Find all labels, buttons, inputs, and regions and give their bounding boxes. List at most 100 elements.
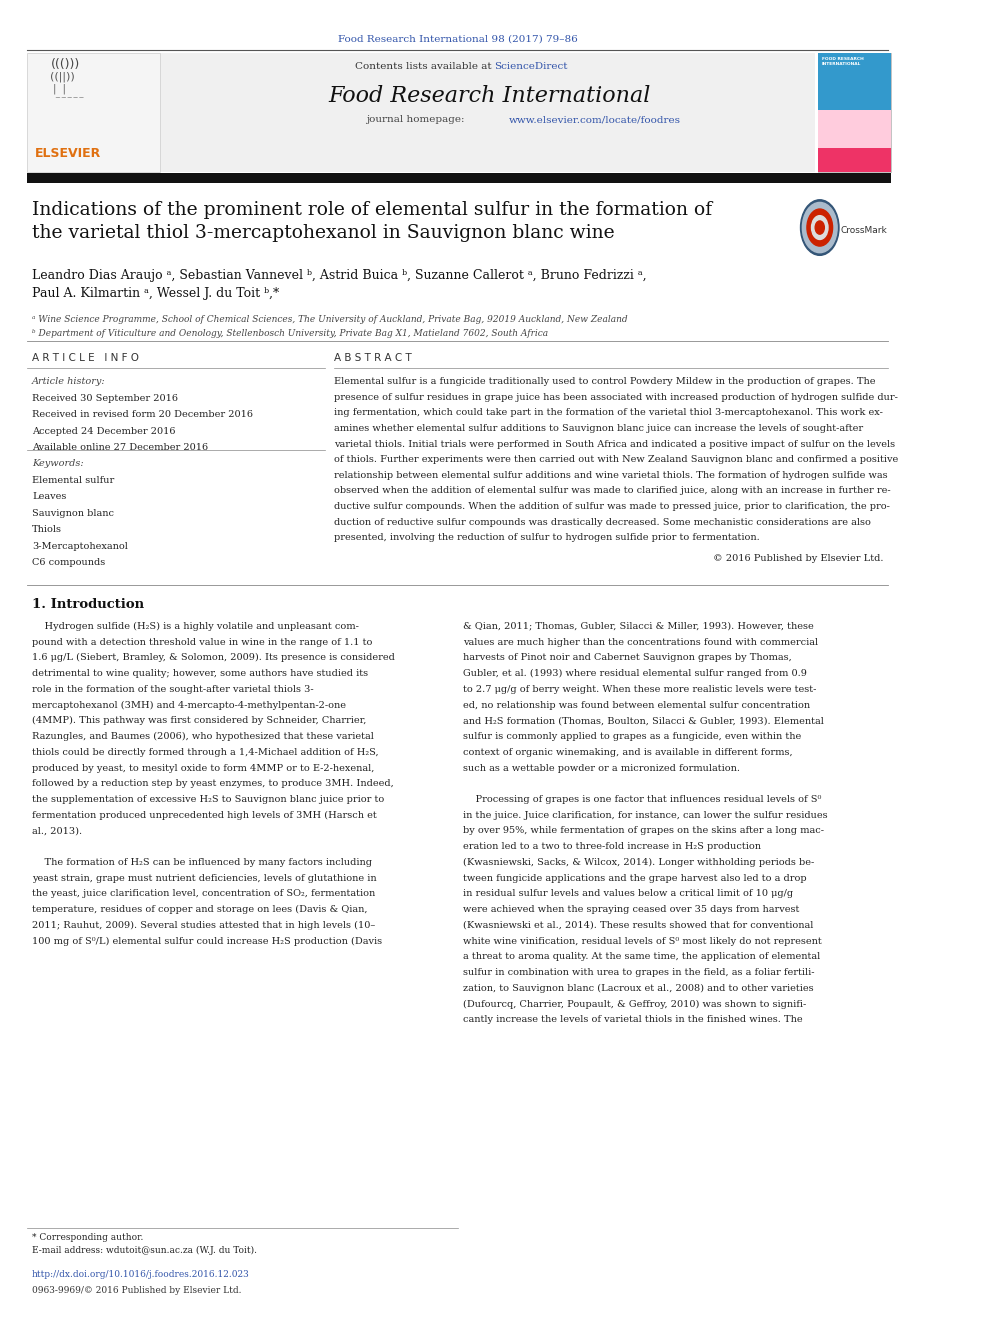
Text: 3-Mercaptohexanol: 3-Mercaptohexanol bbox=[32, 542, 128, 550]
Text: ing fermentation, which could take part in the formation of the varietal thiol 3: ing fermentation, which could take part … bbox=[334, 409, 883, 417]
Text: a threat to aroma quality. At the same time, the application of elemental: a threat to aroma quality. At the same t… bbox=[462, 953, 819, 962]
Text: & Qian, 2011; Thomas, Gubler, Silacci & Miller, 1993). However, these: & Qian, 2011; Thomas, Gubler, Silacci & … bbox=[462, 622, 813, 631]
FancyBboxPatch shape bbox=[818, 53, 891, 110]
Text: presented, involving the reduction of sulfur to hydrogen sulfide prior to fermen: presented, involving the reduction of su… bbox=[334, 533, 760, 542]
Text: Hydrogen sulfide (H₂S) is a highly volatile and unpleasant com-: Hydrogen sulfide (H₂S) is a highly volat… bbox=[32, 622, 359, 631]
FancyBboxPatch shape bbox=[818, 110, 891, 148]
Text: context of organic winemaking, and is available in different forms,: context of organic winemaking, and is av… bbox=[462, 747, 793, 757]
FancyBboxPatch shape bbox=[818, 148, 891, 172]
Text: pound with a detection threshold value in wine in the range of 1.1 to: pound with a detection threshold value i… bbox=[32, 638, 372, 647]
Text: values are much higher than the concentrations found with commercial: values are much higher than the concentr… bbox=[462, 638, 817, 647]
Text: such as a wettable powder or a micronized formulation.: such as a wettable powder or a micronize… bbox=[462, 763, 740, 773]
Text: Accepted 24 December 2016: Accepted 24 December 2016 bbox=[32, 426, 176, 435]
Text: (4MMP). This pathway was first considered by Schneider, Charrier,: (4MMP). This pathway was first considere… bbox=[32, 716, 366, 725]
Text: and H₂S formation (Thomas, Boulton, Silacci & Gubler, 1993). Elemental: and H₂S formation (Thomas, Boulton, Sila… bbox=[462, 716, 823, 725]
Text: amines whether elemental sulfur additions to Sauvignon blanc juice can increase : amines whether elemental sulfur addition… bbox=[334, 423, 863, 433]
Text: FOOD RESEARCH
INTERNATIONAL: FOOD RESEARCH INTERNATIONAL bbox=[821, 57, 863, 66]
Text: A R T I C L E   I N F O: A R T I C L E I N F O bbox=[32, 353, 139, 364]
Text: the supplementation of excessive H₂S to Sauvignon blanc juice prior to: the supplementation of excessive H₂S to … bbox=[32, 795, 384, 804]
Text: Gubler, et al. (1993) where residual elemental sulfur ranged from 0.9: Gubler, et al. (1993) where residual ele… bbox=[462, 669, 806, 679]
Text: ELSEVIER: ELSEVIER bbox=[35, 147, 101, 160]
Text: cantly increase the levels of varietal thiols in the finished wines. The: cantly increase the levels of varietal t… bbox=[462, 1016, 803, 1024]
Text: tween fungicide applications and the grape harvest also led to a drop: tween fungicide applications and the gra… bbox=[462, 873, 806, 882]
Text: Processing of grapes is one factor that influences residual levels of S⁰: Processing of grapes is one factor that … bbox=[462, 795, 821, 804]
FancyBboxPatch shape bbox=[818, 53, 891, 172]
Text: temperature, residues of copper and storage on lees (Davis & Qian,: temperature, residues of copper and stor… bbox=[32, 905, 368, 914]
FancyBboxPatch shape bbox=[161, 53, 815, 172]
Text: the yeast, juice clarification level, concentration of SO₂, fermentation: the yeast, juice clarification level, co… bbox=[32, 889, 375, 898]
Text: Sauvignon blanc: Sauvignon blanc bbox=[32, 508, 114, 517]
Text: in the juice. Juice clarification, for instance, can lower the sulfur residues: in the juice. Juice clarification, for i… bbox=[462, 811, 827, 820]
FancyBboxPatch shape bbox=[28, 173, 891, 183]
Text: yeast strain, grape must nutrient deficiencies, levels of glutathione in: yeast strain, grape must nutrient defici… bbox=[32, 873, 377, 882]
Text: 0963-9969/© 2016 Published by Elsevier Ltd.: 0963-9969/© 2016 Published by Elsevier L… bbox=[32, 1286, 242, 1295]
Text: ed, no relationship was found between elemental sulfur concentration: ed, no relationship was found between el… bbox=[462, 701, 809, 709]
Text: observed when the addition of elemental sulfur was made to clarified juice, alon: observed when the addition of elemental … bbox=[334, 487, 891, 495]
Text: followed by a reduction step by yeast enzymes, to produce 3MH. Indeed,: followed by a reduction step by yeast en… bbox=[32, 779, 394, 789]
Text: Leandro Dias Araujo ᵃ, Sebastian Vannevel ᵇ, Astrid Buica ᵇ, Suzanne Callerot ᵃ,: Leandro Dias Araujo ᵃ, Sebastian Vanneve… bbox=[32, 269, 647, 299]
Text: ᵃ Wine Science Programme, School of Chemical Sciences, The University of Aucklan: ᵃ Wine Science Programme, School of Chem… bbox=[32, 315, 628, 324]
Text: presence of sulfur residues in grape juice has been associated with increased pr: presence of sulfur residues in grape jui… bbox=[334, 393, 898, 402]
Text: Received 30 September 2016: Received 30 September 2016 bbox=[32, 394, 178, 402]
Circle shape bbox=[803, 202, 837, 253]
Text: fermentation produced unprecedented high levels of 3MH (Harsch et: fermentation produced unprecedented high… bbox=[32, 811, 377, 820]
Text: www.elsevier.com/locate/foodres: www.elsevier.com/locate/foodres bbox=[508, 115, 681, 124]
Text: varietal thiols. Initial trials were performed in South Africa and indicated a p: varietal thiols. Initial trials were per… bbox=[334, 439, 896, 448]
Text: by over 95%, while fermentation of grapes on the skins after a long mac-: by over 95%, while fermentation of grape… bbox=[462, 827, 823, 836]
Text: Thiols: Thiols bbox=[32, 525, 62, 534]
Text: ((||)): ((||)) bbox=[51, 71, 75, 82]
Text: Received in revised form 20 December 2016: Received in revised form 20 December 201… bbox=[32, 410, 253, 419]
Text: Elemental sulfur is a fungicide traditionally used to control Powdery Mildew in : Elemental sulfur is a fungicide traditio… bbox=[334, 377, 876, 386]
Text: ScienceDirect: ScienceDirect bbox=[495, 62, 568, 71]
Text: white wine vinification, residual levels of S⁰ most likely do not represent: white wine vinification, residual levels… bbox=[462, 937, 821, 946]
Text: Available online 27 December 2016: Available online 27 December 2016 bbox=[32, 443, 208, 452]
Text: thiols could be directly formed through a 1,4-Michael addition of H₂S,: thiols could be directly formed through … bbox=[32, 747, 379, 757]
Text: Food Research International: Food Research International bbox=[328, 85, 651, 107]
Text: CrossMark: CrossMark bbox=[841, 226, 888, 234]
Text: to 2.7 μg/g of berry weight. When these more realistic levels were test-: to 2.7 μg/g of berry weight. When these … bbox=[462, 685, 816, 693]
Circle shape bbox=[815, 221, 824, 234]
Text: produced by yeast, to mesityl oxide to form 4MMP or to E-2-hexenal,: produced by yeast, to mesityl oxide to f… bbox=[32, 763, 374, 773]
Text: 1.6 μg/L (Siebert, Bramley, & Solomon, 2009). Its presence is considered: 1.6 μg/L (Siebert, Bramley, & Solomon, 2… bbox=[32, 654, 395, 663]
Text: of thiols. Further experiments were then carried out with New Zealand Sauvignon : of thiols. Further experiments were then… bbox=[334, 455, 899, 464]
Text: (Kwasniewski, Sacks, & Wilcox, 2014). Longer withholding periods be-: (Kwasniewski, Sacks, & Wilcox, 2014). Lo… bbox=[462, 857, 813, 867]
Text: Razungles, and Baumes (2006), who hypothesized that these varietal: Razungles, and Baumes (2006), who hypoth… bbox=[32, 732, 374, 741]
Text: al., 2013).: al., 2013). bbox=[32, 827, 82, 836]
Text: zation, to Sauvignon blanc (Lacroux et al., 2008) and to other varieties: zation, to Sauvignon blanc (Lacroux et a… bbox=[462, 984, 813, 994]
Text: Indications of the prominent role of elemental sulfur in the formation of
the va: Indications of the prominent role of ele… bbox=[32, 201, 712, 242]
Text: role in the formation of the sought-after varietal thiols 3-: role in the formation of the sought-afte… bbox=[32, 685, 313, 693]
Text: 100 mg of S⁰/L) elemental sulfur could increase H₂S production (Davis: 100 mg of S⁰/L) elemental sulfur could i… bbox=[32, 937, 382, 946]
Text: Leaves: Leaves bbox=[32, 492, 66, 501]
Text: C6 compounds: C6 compounds bbox=[32, 558, 105, 568]
Text: © 2016 Published by Elsevier Ltd.: © 2016 Published by Elsevier Ltd. bbox=[713, 554, 884, 564]
Text: 2011; Rauhut, 2009). Several studies attested that in high levels (10–: 2011; Rauhut, 2009). Several studies att… bbox=[32, 921, 375, 930]
Text: http://dx.doi.org/10.1016/j.foodres.2016.12.023: http://dx.doi.org/10.1016/j.foodres.2016… bbox=[32, 1270, 250, 1279]
Circle shape bbox=[801, 200, 839, 255]
Text: Contents lists available at: Contents lists available at bbox=[355, 62, 495, 71]
Text: E-mail address: wdutoit@sun.ac.za (W.J. du Toit).: E-mail address: wdutoit@sun.ac.za (W.J. … bbox=[32, 1246, 257, 1256]
Text: mercaptohexanol (3MH) and 4-mercapto-4-methylpentan-2-one: mercaptohexanol (3MH) and 4-mercapto-4-m… bbox=[32, 701, 346, 709]
Text: The formation of H₂S can be influenced by many factors including: The formation of H₂S can be influenced b… bbox=[32, 857, 372, 867]
Text: eration led to a two to three-fold increase in H₂S production: eration led to a two to three-fold incre… bbox=[462, 843, 761, 851]
Text: Elemental sulfur: Elemental sulfur bbox=[32, 475, 114, 484]
Text: (Kwasniewski et al., 2014). These results showed that for conventional: (Kwasniewski et al., 2014). These result… bbox=[462, 921, 812, 930]
Text: sulfur is commonly applied to grapes as a fungicide, even within the: sulfur is commonly applied to grapes as … bbox=[462, 732, 801, 741]
Circle shape bbox=[811, 216, 828, 239]
Text: Keywords:: Keywords: bbox=[32, 459, 83, 468]
Circle shape bbox=[806, 209, 832, 246]
Text: 1. Introduction: 1. Introduction bbox=[32, 598, 144, 611]
Text: relationship between elemental sulfur additions and wine varietal thiols. The fo: relationship between elemental sulfur ad… bbox=[334, 471, 888, 480]
Text: detrimental to wine quality; however, some authors have studied its: detrimental to wine quality; however, so… bbox=[32, 669, 368, 679]
Text: in residual sulfur levels and values below a critical limit of 10 μg/g: in residual sulfur levels and values bel… bbox=[462, 889, 793, 898]
Text: * Corresponding author.: * Corresponding author. bbox=[32, 1233, 144, 1242]
Text: sulfur in combination with urea to grapes in the field, as a foliar fertili-: sulfur in combination with urea to grape… bbox=[462, 968, 814, 978]
FancyBboxPatch shape bbox=[28, 53, 161, 172]
Text: harvests of Pinot noir and Cabernet Sauvignon grapes by Thomas,: harvests of Pinot noir and Cabernet Sauv… bbox=[462, 654, 792, 663]
Text: ductive sulfur compounds. When the addition of sulfur was made to pressed juice,: ductive sulfur compounds. When the addit… bbox=[334, 501, 890, 511]
Text: Article history:: Article history: bbox=[32, 377, 106, 386]
Text: A B S T R A C T: A B S T R A C T bbox=[334, 353, 412, 364]
Text: ((())): ((())) bbox=[51, 58, 79, 71]
Text: duction of reductive sulfur compounds was drastically decreased. Some mechanisti: duction of reductive sulfur compounds wa… bbox=[334, 517, 871, 527]
Text: Food Research International 98 (2017) 79–86: Food Research International 98 (2017) 79… bbox=[338, 34, 578, 44]
Text: |  |: | | bbox=[51, 83, 69, 94]
